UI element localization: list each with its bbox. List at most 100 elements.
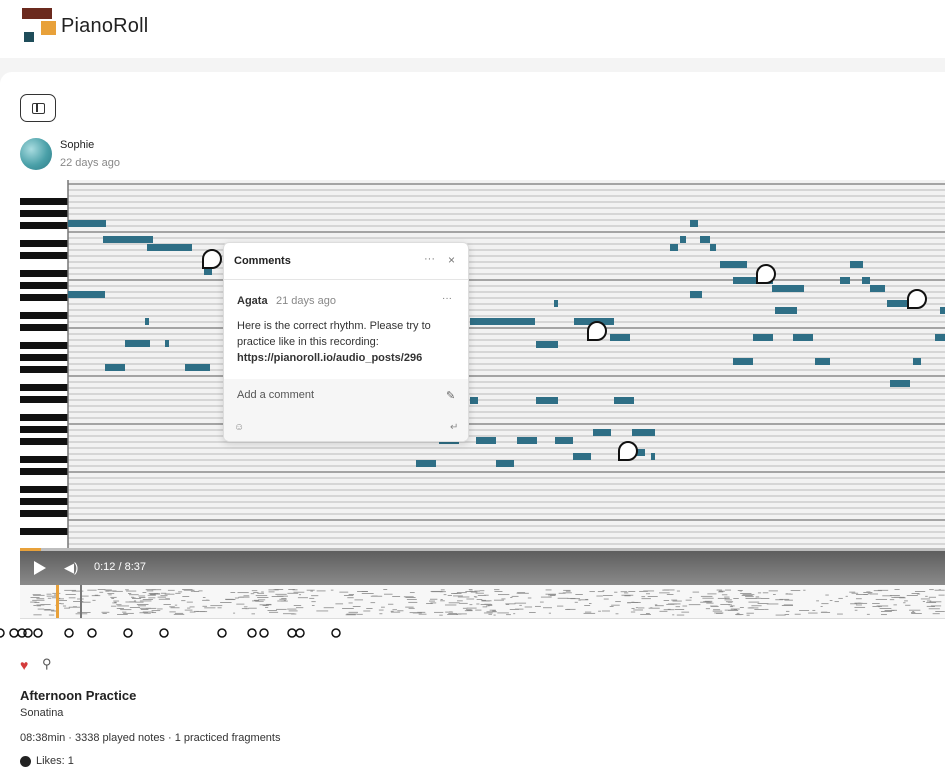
minimap-note	[856, 594, 868, 595]
pianoroll-logo-icon[interactable]	[22, 8, 62, 44]
minimap-note	[899, 597, 906, 599]
minimap-note	[448, 613, 457, 614]
minimap-note	[46, 595, 58, 597]
minimap-note	[117, 614, 128, 615]
note	[850, 261, 863, 268]
fragment-marker	[217, 628, 227, 638]
minimap-note	[755, 596, 760, 598]
minimap-note	[444, 604, 457, 606]
minimap-note	[935, 611, 945, 612]
minimap-note	[456, 613, 462, 615]
minimap-note	[181, 600, 186, 602]
minimap-note	[426, 603, 433, 605]
minimap-note	[764, 608, 769, 610]
minimap-note	[603, 598, 609, 600]
minimap-note	[474, 596, 478, 598]
minimap-note	[762, 592, 769, 594]
minimap-note	[834, 601, 839, 603]
sidebar-toggle-button[interactable]	[20, 94, 56, 122]
minimap-note	[633, 609, 643, 611]
minimap-note	[71, 590, 84, 592]
note	[772, 285, 804, 292]
minimap-note	[482, 606, 488, 608]
minimap-note	[928, 596, 937, 598]
minimap-note	[342, 608, 354, 609]
minimap-note	[261, 591, 264, 593]
minimap-note	[624, 592, 629, 594]
minimap-note	[142, 599, 153, 600]
note	[147, 244, 192, 251]
minimap-note	[641, 596, 646, 598]
note	[470, 397, 478, 404]
play-icon[interactable]	[34, 561, 46, 575]
minimap-note	[107, 593, 115, 595]
minimap-note	[574, 601, 578, 603]
minimap-note	[624, 595, 631, 597]
note	[793, 334, 813, 341]
minimap-note	[747, 607, 759, 609]
minimap-note	[482, 600, 490, 602]
minimap-note	[705, 608, 711, 610]
minimap-note	[276, 608, 287, 610]
minimap-note	[136, 604, 149, 605]
search-icon[interactable]: ⚲	[42, 656, 52, 671]
minimap-note	[60, 603, 64, 605]
minimap-note	[370, 602, 376, 604]
progress-bar[interactable]	[20, 548, 945, 551]
comment-author[interactable]: Agata	[237, 295, 268, 307]
author-name[interactable]: Sophie	[60, 139, 95, 151]
minimap-note	[926, 605, 935, 607]
minimap-note	[245, 608, 249, 610]
volume-icon[interactable]: ◀)	[64, 560, 79, 575]
minimap-note	[361, 593, 374, 594]
comment-link[interactable]: https://pianoroll.io/audio_posts/296	[237, 352, 423, 364]
avatar[interactable]	[20, 138, 52, 170]
minimap-note	[476, 599, 483, 600]
minimap-note	[189, 606, 195, 608]
minimap-note	[466, 607, 477, 609]
add-comment-input[interactable]: Add a comment	[237, 389, 315, 401]
minimap-note	[236, 603, 245, 605]
heart-icon[interactable]: ♥	[20, 657, 29, 673]
minimap-note	[202, 605, 208, 607]
minimap-note	[405, 606, 414, 608]
minimap-note	[627, 602, 639, 603]
likes-count[interactable]: Likes: 1	[36, 755, 74, 767]
close-icon[interactable]: ×	[448, 253, 456, 267]
minimap-note	[681, 611, 690, 613]
edit-icon[interactable]: ✎	[446, 390, 456, 402]
minimap-note	[234, 597, 239, 599]
emoji-icon[interactable]: ☺	[234, 422, 245, 433]
note	[670, 244, 678, 251]
minimap-note	[129, 607, 141, 608]
minimap-note	[916, 593, 921, 595]
minimap-note	[453, 595, 463, 597]
minimap-note	[534, 605, 541, 607]
minimap-note	[72, 606, 77, 608]
minimap-note	[926, 602, 937, 604]
minimap-note	[44, 609, 51, 610]
enter-icon[interactable]: ↵	[450, 422, 459, 433]
minimap-note	[733, 609, 738, 611]
minimap-note	[116, 604, 122, 606]
overview-minimap[interactable]	[20, 585, 945, 619]
black-key	[20, 222, 68, 229]
minimap-note	[675, 606, 681, 608]
minimap-note	[609, 606, 614, 607]
comment-more-button[interactable]: ···	[442, 293, 452, 304]
minimap-note	[117, 605, 129, 607]
minimap-note	[253, 592, 259, 593]
comments-more-button[interactable]: ···	[424, 253, 435, 265]
comment-body: Here is the correct rhythm. Please try t…	[237, 318, 462, 366]
piano-roll[interactable]	[20, 180, 945, 550]
comment-date: 21 days ago	[276, 295, 336, 307]
minimap-note	[330, 589, 334, 591]
minimap-note	[151, 612, 157, 614]
fragment-marker	[64, 628, 74, 638]
brand-name[interactable]: PianoRoll	[61, 15, 149, 37]
minimap-note	[578, 599, 589, 601]
minimap-note	[638, 607, 645, 609]
note	[862, 277, 870, 284]
minimap-note	[854, 609, 858, 611]
minimap-note	[108, 594, 112, 596]
